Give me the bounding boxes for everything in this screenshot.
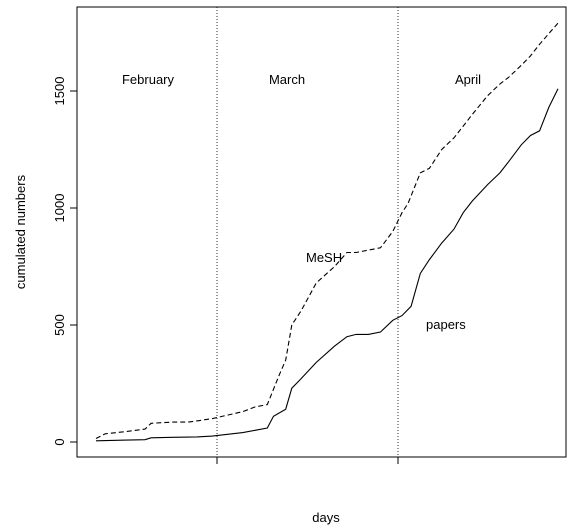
y-tick-label: 0	[52, 438, 67, 445]
series-line-papers	[95, 88, 559, 442]
month-label-march: March	[269, 72, 305, 87]
month-dividers	[216, 7, 399, 457]
month-label-april: April	[455, 72, 481, 87]
series-line-mesh	[95, 22, 559, 439]
y-tick-label: 500	[52, 314, 67, 336]
month-label-february: February	[122, 72, 175, 87]
x-axis-label: days	[312, 510, 340, 525]
month-labels: February March April	[122, 72, 481, 87]
y-axis-label: cumulated numbers	[13, 174, 28, 289]
series-label-papers: papers	[426, 317, 466, 332]
x-axis	[216, 456, 399, 464]
series-group	[95, 22, 559, 442]
y-tick-label: 1000	[52, 194, 67, 223]
series-label-mesh: MeSH	[306, 250, 342, 265]
y-axis: 0 500 1000 1500	[52, 77, 78, 446]
y-tick-label: 1500	[52, 77, 67, 106]
